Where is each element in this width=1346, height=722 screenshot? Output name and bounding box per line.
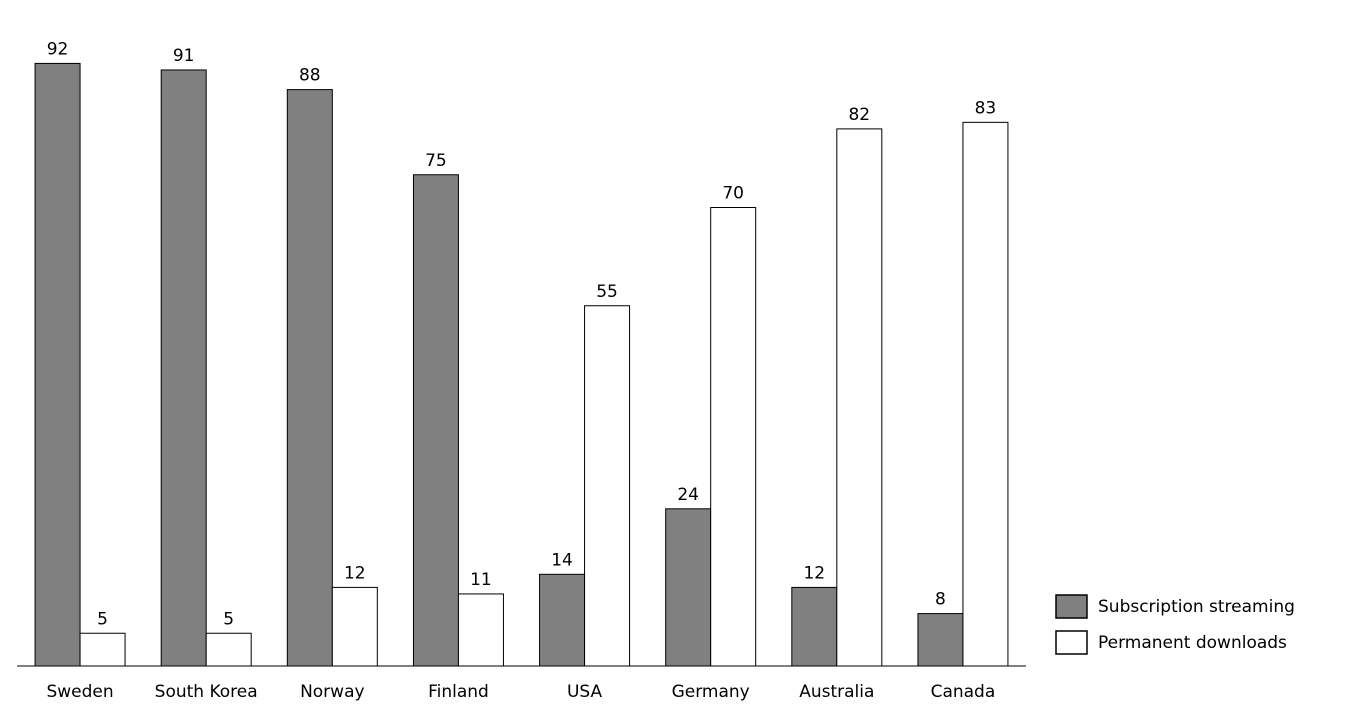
bar (286, 89, 333, 667)
bar (205, 632, 252, 667)
bar (710, 207, 757, 667)
bar (79, 632, 126, 667)
bar (331, 586, 378, 667)
bar (457, 593, 504, 667)
data-label: 75 (425, 151, 447, 171)
data-label: 12 (803, 563, 825, 583)
data-label: 11 (470, 570, 492, 590)
legend-swatch (1055, 630, 1088, 655)
bar (412, 174, 459, 667)
x-tick-label: Norway (300, 682, 365, 702)
data-label: 8 (935, 590, 946, 610)
x-tick-label: Australia (799, 682, 874, 702)
bar (584, 305, 631, 667)
bar (917, 613, 964, 667)
data-label: 70 (722, 184, 744, 204)
data-label: 14 (551, 550, 573, 570)
data-label: 5 (223, 609, 234, 629)
data-label: 24 (677, 485, 699, 505)
x-tick-label: USA (567, 682, 603, 702)
data-label: 88 (299, 66, 321, 86)
data-label: 5 (97, 609, 108, 629)
bar (34, 62, 81, 667)
data-label: 83 (975, 98, 997, 118)
legend-label: Permanent downloads (1098, 633, 1287, 653)
legend-label: Subscription streaming (1098, 597, 1295, 617)
x-tick-label: Finland (428, 682, 489, 702)
x-tick-label: South Korea (155, 682, 258, 702)
bar (791, 586, 838, 667)
x-tick-label: Canada (931, 682, 996, 702)
bar (665, 508, 712, 667)
x-tick-label: Germany (672, 682, 750, 702)
x-tick-label: Sweden (46, 682, 113, 702)
bar (962, 121, 1009, 667)
data-label: 82 (848, 105, 870, 125)
data-label: 12 (344, 563, 366, 583)
data-label: 55 (596, 282, 618, 302)
data-label: 92 (47, 39, 69, 59)
bar (539, 573, 586, 667)
bar (836, 128, 883, 667)
legend-swatch (1055, 594, 1088, 619)
bar (160, 69, 207, 667)
data-label: 91 (173, 46, 195, 66)
